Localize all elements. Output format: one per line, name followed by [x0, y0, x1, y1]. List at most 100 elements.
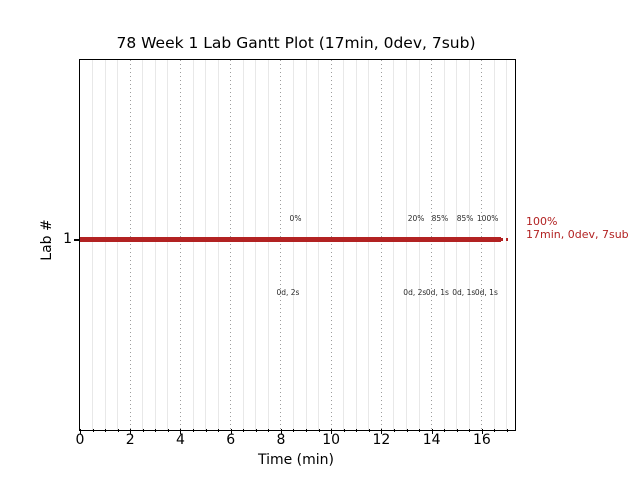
x-minor-tick	[218, 428, 220, 432]
event-percent-annotation: 85%	[456, 213, 474, 223]
x-tick-label: 10	[322, 432, 341, 448]
x-minor-gridline	[217, 59, 219, 430]
x-minor-gridline	[292, 59, 294, 430]
x-major-tick	[230, 428, 232, 434]
x-major-gridline	[129, 59, 131, 430]
chart-title: 78 Week 1 Lab Gantt Plot (17min, 0dev, 7…	[116, 34, 476, 52]
x-tick-label: 16	[472, 432, 491, 448]
x-minor-gridline	[104, 59, 106, 430]
lab-timeline	[79, 236, 502, 242]
x-major-gridline	[280, 59, 282, 430]
x-minor-tick	[92, 428, 94, 432]
x-major-gridline	[330, 59, 332, 430]
x-minor-tick	[318, 428, 320, 432]
x-minor-tick	[393, 428, 395, 432]
x-minor-tick	[456, 428, 458, 432]
x-minor-gridline	[267, 59, 269, 430]
x-major-tick	[481, 428, 483, 434]
x-minor-tick	[142, 428, 144, 432]
x-minor-tick	[155, 428, 157, 432]
x-minor-gridline	[418, 59, 420, 430]
x-minor-tick	[356, 428, 358, 432]
x-major-gridline	[230, 59, 232, 430]
x-minor-tick	[167, 428, 169, 432]
x-minor-gridline	[506, 59, 508, 430]
event-duration-annotation: 0d, 2s	[276, 287, 300, 297]
x-minor-tick	[506, 428, 508, 432]
x-minor-tick	[105, 428, 107, 432]
x-minor-gridline	[493, 59, 495, 430]
line-end-summary: 17min, 0dev, 7sub	[526, 228, 629, 241]
x-major-gridline	[179, 59, 181, 430]
y-tick-mark	[73, 239, 79, 241]
x-minor-gridline	[154, 59, 156, 430]
y-axis-label: Lab #	[39, 219, 55, 261]
x-minor-gridline	[355, 59, 357, 430]
x-minor-tick	[117, 428, 119, 432]
x-major-tick	[331, 428, 333, 434]
event-duration-annotation: 0d, 2s	[403, 287, 427, 297]
x-minor-gridline	[368, 59, 370, 430]
x-minor-tick	[343, 428, 345, 432]
event-duration-annotation: 0d, 1s	[425, 287, 449, 297]
event-percent-annotation: 20%	[407, 213, 425, 223]
lab-line-dotted-extension	[501, 237, 512, 241]
plot-area: 0% 20% 85% 85% 100% 0d, 2s 0d, 2s 0d, 1s 0d, 1s 0…	[78, 58, 516, 431]
x-major-tick	[130, 428, 132, 434]
x-major-gridline	[481, 59, 483, 430]
x-minor-gridline	[318, 59, 320, 430]
x-major-tick	[180, 428, 182, 434]
x-minor-gridline	[305, 59, 307, 430]
x-minor-gridline	[205, 59, 207, 430]
x-minor-tick	[255, 428, 257, 432]
x-minor-tick	[268, 428, 270, 432]
x-minor-tick	[306, 428, 308, 432]
x-minor-tick	[205, 428, 207, 432]
x-tick-label: 8	[276, 432, 286, 448]
event-percent-annotation: 85%	[431, 213, 449, 223]
x-minor-gridline	[117, 59, 119, 430]
x-tick-label: 0	[75, 432, 85, 448]
x-minor-gridline	[456, 59, 458, 430]
x-tick-label: 12	[372, 432, 391, 448]
x-major-tick	[80, 428, 81, 434]
x-minor-gridline	[255, 59, 257, 430]
line-end-annotation: 100% 17min, 0dev, 7sub	[526, 215, 629, 241]
x-minor-gridline	[192, 59, 194, 430]
x-minor-gridline	[92, 59, 94, 430]
x-minor-gridline	[406, 59, 407, 430]
x-tick-label: 14	[422, 432, 441, 448]
x-minor-gridline	[242, 59, 244, 430]
x-axis-label: Time (min)	[257, 452, 335, 468]
x-minor-gridline	[343, 59, 345, 430]
x-minor-gridline	[167, 59, 169, 430]
x-minor-gridline	[443, 59, 445, 430]
x-tick-label: 4	[175, 432, 185, 448]
x-minor-tick	[368, 428, 370, 432]
x-minor-gridline	[142, 59, 144, 430]
x-major-tick	[381, 428, 383, 434]
x-tick-label: 6	[226, 432, 236, 448]
x-minor-tick	[243, 428, 245, 432]
event-percent-annotation: 0%	[289, 213, 302, 223]
x-major-gridline	[380, 59, 382, 430]
x-minor-gridline	[393, 59, 395, 430]
line-end-percent: 100%	[526, 215, 558, 228]
x-minor-tick	[494, 428, 496, 432]
x-minor-tick	[406, 428, 408, 432]
event-duration-annotation: 0d, 1s	[452, 287, 476, 297]
x-minor-tick	[193, 428, 195, 432]
x-minor-tick	[469, 428, 471, 432]
x-tick-label: 2	[125, 432, 135, 448]
x-minor-tick	[444, 428, 446, 432]
y-tick-label: 1	[63, 231, 72, 247]
x-minor-tick	[293, 428, 295, 432]
x-major-tick	[280, 428, 282, 434]
event-duration-annotation: 0d, 1s	[474, 287, 498, 297]
x-major-gridline	[431, 59, 433, 430]
x-minor-gridline	[468, 59, 470, 430]
event-percent-annotation: 100%	[476, 213, 499, 223]
x-major-tick	[431, 428, 433, 434]
x-minor-tick	[419, 428, 421, 432]
